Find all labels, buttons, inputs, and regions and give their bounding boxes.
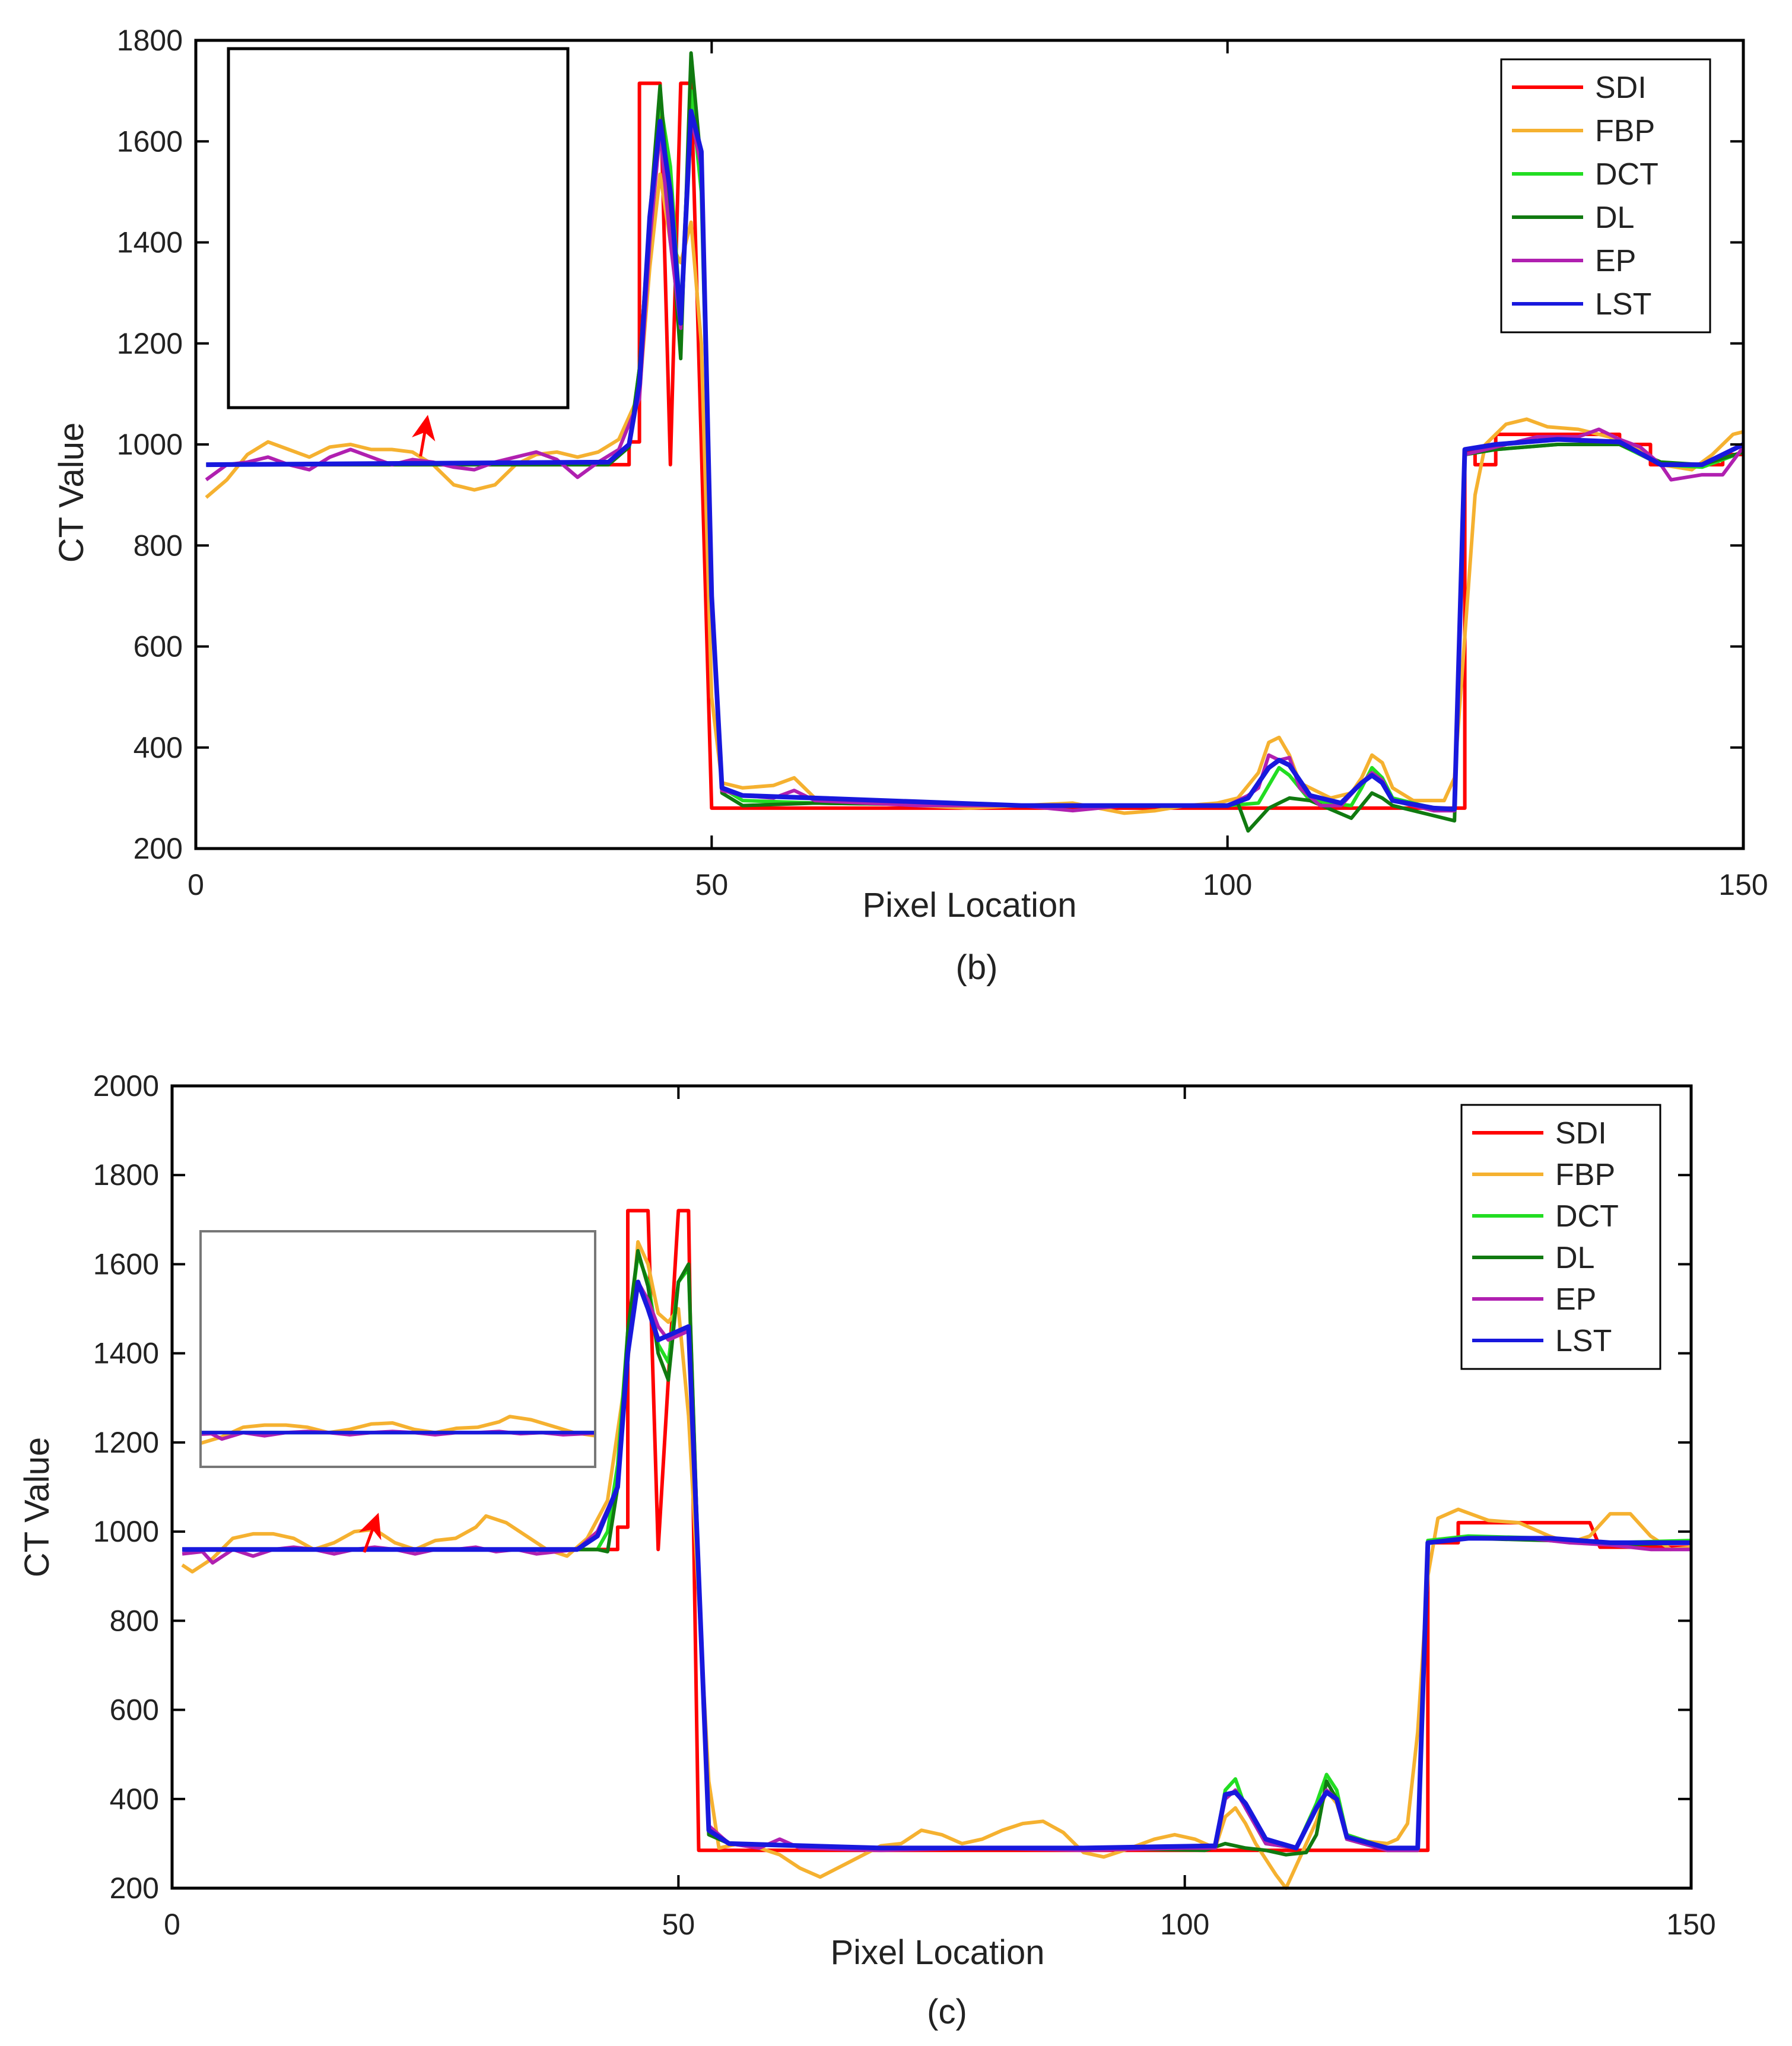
- legend-label-dct-b: DCT: [1595, 157, 1658, 192]
- series-layer-c: [181, 1209, 1692, 1890]
- legend-c: SDI FBP DCT DL EP LST: [1460, 1104, 1661, 1370]
- red-arrow-icon-c: [358, 1513, 382, 1553]
- ticks-b: 0 50 100 150 200 400 600 800 1000 1200 1400 1600 180…: [117, 24, 1768, 901]
- x-tick-label-100-b: 100: [1203, 868, 1252, 901]
- plot-frame-c: [170, 1084, 1693, 1890]
- inset-background-c: [201, 1231, 595, 1467]
- y-axis-label-c: CT Value: [18, 1437, 56, 1577]
- legend-label-ep-b: EP: [1595, 244, 1636, 278]
- x-tick-label-0-b: 0: [188, 868, 204, 901]
- y-tick-label-1000-c: 1000: [93, 1515, 159, 1548]
- x-tick-label-100-c: 100: [1160, 1908, 1209, 1941]
- ticks-c: 0 50 100 150 200 400 600 800 1000 1200 1400 1600 180…: [93, 1069, 1716, 1941]
- y-tick-label-400-c: 400: [110, 1783, 159, 1816]
- legend-label-dl-b: DL: [1595, 201, 1634, 235]
- y-tick-label-400-b: 400: [134, 731, 183, 764]
- y-tick-label-1200-c: 1200: [93, 1426, 159, 1459]
- x-tick-label-50-c: 50: [662, 1908, 695, 1941]
- inset-background-b: [228, 49, 568, 408]
- legend-label-dct-c: DCT: [1555, 1199, 1619, 1234]
- series-line-lst-b: [206, 109, 1745, 812]
- x-tick-label-0-c: 0: [164, 1908, 180, 1941]
- y-tick-label-800-c: 800: [110, 1604, 159, 1637]
- red-arrow-icon-b: [412, 415, 436, 457]
- inset-c: [199, 1230, 596, 1553]
- inset-b: [227, 47, 570, 457]
- panel-label-b: (b): [956, 948, 998, 987]
- y-tick-label-200-b: 200: [134, 832, 183, 865]
- y-tick-label-1800-b: 1800: [117, 24, 183, 57]
- inset-frame-c: [199, 1230, 596, 1468]
- x-axis-label-c: Pixel Location: [830, 1933, 1044, 1972]
- chart-panel-c: 0 50 100 150 200 400 600 800 1000 1200 1400 1600 180…: [18, 1069, 1716, 2031]
- legend-label-ep-c: EP: [1555, 1282, 1596, 1317]
- x-tick-label-150-b: 150: [1718, 868, 1768, 901]
- legend-label-lst-b: LST: [1595, 287, 1651, 322]
- chart-panel-b: 0 50 100 150 200 400 600 800 1000 1200 1400 1600 180…: [52, 24, 1768, 987]
- inset-frame-b: [227, 47, 570, 409]
- legend-label-dl-c: DL: [1555, 1241, 1594, 1275]
- panel-label-c: (c): [927, 1993, 967, 2031]
- y-tick-label-1400-c: 1400: [93, 1337, 159, 1370]
- legend-box-c: [1460, 1104, 1661, 1370]
- y-tick-label-1800-c: 1800: [93, 1158, 159, 1192]
- legend-label-fbp-c: FBP: [1555, 1158, 1615, 1192]
- y-tick-label-1600-c: 1600: [93, 1247, 159, 1281]
- legend-b: SDI FBP DCT DL EP LST: [1500, 58, 1711, 333]
- x-tick-label-50-b: 50: [695, 868, 729, 901]
- series-line-lst-c: [182, 1279, 1691, 1851]
- y-tick-label-200-c: 200: [110, 1872, 159, 1905]
- series-line-fbp-c: [181, 1240, 1692, 1890]
- legend-label-sdi-c: SDI: [1555, 1116, 1607, 1151]
- y-tick-label-1200-b: 1200: [117, 327, 183, 360]
- legend-box-b: [1500, 58, 1711, 333]
- legend-label-sdi-b: SDI: [1595, 71, 1647, 105]
- y-tick-label-1600-b: 1600: [117, 125, 183, 158]
- inset-series-c: [201, 1415, 595, 1445]
- series-layer-b: [205, 51, 1745, 833]
- x-tick-label-150-c: 150: [1666, 1908, 1715, 1941]
- inset-line-fbp-c: [201, 1415, 595, 1445]
- y-tick-label-600-c: 600: [110, 1694, 159, 1727]
- y-tick-label-2000-c: 2000: [93, 1069, 159, 1103]
- legend-label-lst-c: LST: [1555, 1324, 1612, 1358]
- y-tick-label-600-b: 600: [134, 630, 183, 663]
- y-tick-label-1000-b: 1000: [117, 428, 183, 461]
- y-tick-label-1400-b: 1400: [117, 226, 183, 259]
- x-axis-label-b: Pixel Location: [862, 886, 1076, 924]
- y-axis-label-b: CT Value: [52, 422, 91, 563]
- y-tick-label-800-b: 800: [134, 529, 183, 562]
- legend-label-fbp-b: FBP: [1595, 114, 1655, 148]
